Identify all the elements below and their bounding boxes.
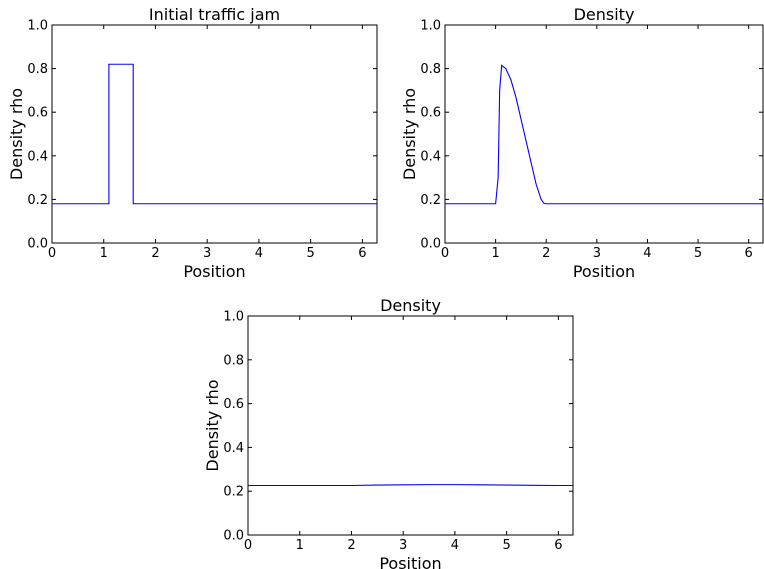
y-axis-label: Density rho [203, 379, 222, 471]
x-tick-label: 5 [502, 538, 510, 553]
y-tick-label: 0.0 [27, 237, 48, 252]
x-axis-label: Position [573, 262, 635, 281]
x-tick-label: 2 [347, 538, 355, 553]
y-tick-label: 0.8 [27, 62, 48, 77]
chart-title: Density [574, 5, 635, 24]
x-tick-label: 0 [48, 246, 56, 261]
x-tick-label: 6 [554, 538, 562, 553]
x-tick-label: 3 [399, 538, 407, 553]
y-tick-label: 0.6 [27, 106, 48, 121]
chart-panel-density-top: Density Position Density rho 0 1 2 3 4 5 6 0.0 0… [400, 5, 764, 281]
x-tick-label: 4 [643, 246, 651, 261]
x-tick-label: 5 [694, 246, 702, 261]
x-tick-label: 3 [593, 246, 601, 261]
y-axis-label: Density rho [400, 88, 419, 180]
density-series-line [52, 63, 377, 205]
chart-panel-density-bottom: Density Position Density rho 0 1 2 3 4 5 6 0.0 0… [203, 296, 574, 569]
y-tick-label: 0.8 [223, 353, 244, 368]
x-axis-label: Position [379, 554, 441, 569]
x-tick-label: 0 [244, 538, 252, 553]
y-axis-label: Density rho [7, 88, 26, 180]
chart-title: Density [380, 296, 441, 315]
x-tick-label: 2 [542, 246, 550, 261]
x-tick-label: 3 [203, 246, 211, 261]
y-tick-label: 0.4 [223, 441, 244, 456]
y-tick-label: 0.2 [223, 485, 244, 500]
density-series-line [248, 484, 573, 487]
y-tick-label: 1.0 [420, 19, 441, 34]
y-tick-label: 0.6 [223, 397, 244, 412]
y-tick-label: 0.8 [420, 62, 441, 77]
x-tick-label: 4 [451, 538, 459, 553]
x-tick-label: 2 [151, 246, 159, 261]
chart-panel-initial-traffic-jam: Initial traffic jam Position Density rho… [7, 5, 378, 281]
y-tick-label: 0.4 [420, 149, 441, 164]
x-tick-label: 5 [306, 246, 314, 261]
x-tick-label: 6 [358, 246, 366, 261]
y-tick-label: 1.0 [27, 19, 48, 34]
density-series-line [445, 64, 763, 205]
y-tick-label: 0.6 [420, 106, 441, 121]
y-tick-label: 1.0 [223, 310, 244, 325]
x-axis-label: Position [183, 262, 245, 281]
axes-frame [51, 24, 378, 244]
x-tick-label: 1 [100, 246, 108, 261]
x-tick-label: 6 [745, 246, 753, 261]
y-tick-label: 0.0 [223, 529, 244, 544]
y-tick-label: 0.0 [420, 237, 441, 252]
y-tick-label: 0.4 [27, 149, 48, 164]
y-tick-label: 0.2 [27, 193, 48, 208]
x-tick-label: 0 [441, 246, 449, 261]
axes-frame [247, 315, 574, 536]
chart-title: Initial traffic jam [149, 5, 280, 24]
y-tick-label: 0.2 [420, 193, 441, 208]
x-tick-label: 1 [491, 246, 499, 261]
axes-frame [444, 24, 764, 244]
x-tick-label: 4 [255, 246, 263, 261]
x-tick-label: 1 [296, 538, 304, 553]
